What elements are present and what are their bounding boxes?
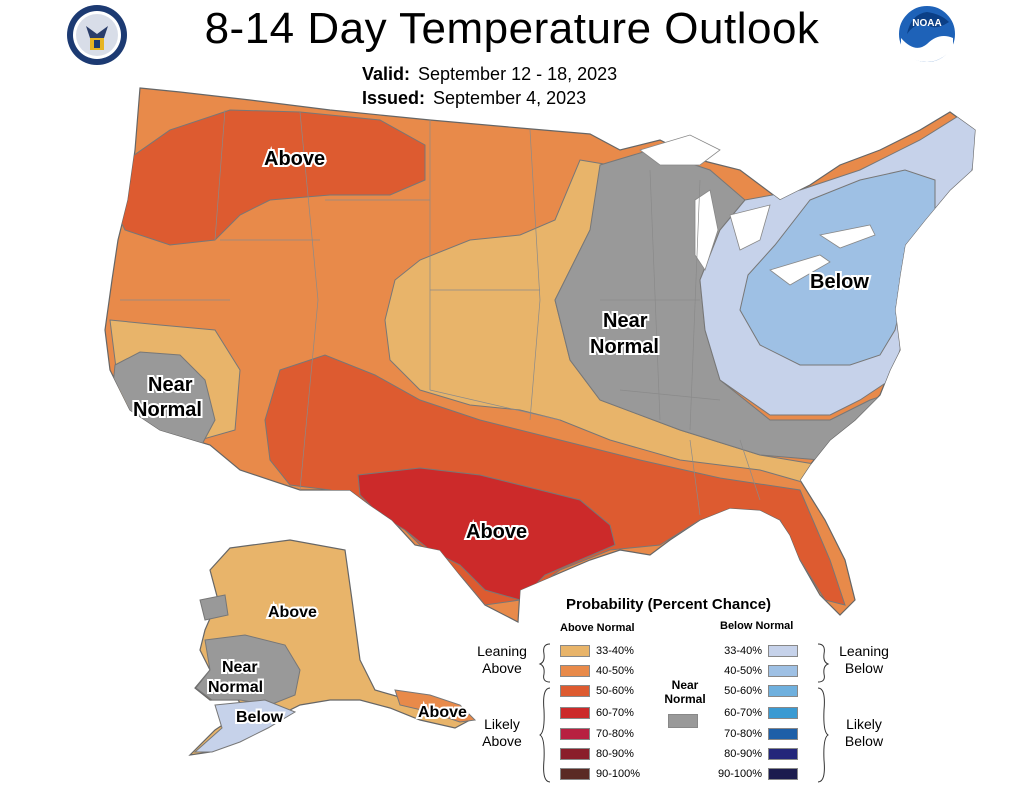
legend-near-normal-swatch [668,714,698,728]
legend-swatch [768,685,798,697]
legend-above-header: Above Normal [560,622,635,634]
legend-above-row: 40-50% [560,663,652,679]
legend-below-pct: 33-40% [724,645,762,657]
legend-above-pct: 70-80% [596,728,634,740]
great-lakes [639,134,876,286]
legend-above-row: 50-60% [560,683,652,699]
legend-above-row: 90-100% [560,766,652,782]
legend-swatch [560,728,590,740]
legend-below-row: 90-100% [712,766,798,782]
legend-below-row: 40-50% [712,663,798,679]
legend-near-normal-label: Near Normal [664,678,706,706]
legend-swatch [768,665,798,677]
issued-date: Issued: September 4, 2023 [362,88,586,109]
map-title: 8-14 Day Temperature Outlook [204,4,820,53]
legend-above-pct: 50-60% [596,685,634,697]
legend-swatch [560,707,590,719]
alaska-nw-gray [199,594,229,621]
legend-likely-below: Likely Below [844,716,884,749]
legend-above-row: 33-40% [560,643,652,659]
label-ak-normal: Normal [208,679,263,696]
legend-above-pct: 80-90% [596,748,634,760]
legend-above-pct: 60-70% [596,707,634,719]
label-mw-near: Near [603,310,648,332]
alaska-panhandle [394,689,477,723]
legend-below-row: 80-90% [712,746,798,762]
legend-swatch [768,645,798,657]
legend-swatch [768,707,798,719]
legend-swatch [768,728,798,740]
legend-swatch [768,748,798,760]
legend-below-pct: 90-100% [717,768,762,780]
legend-below-row: 33-40% [712,643,798,659]
legend-swatch [560,665,590,677]
region-above-50-60-nw [109,109,426,246]
legend-swatch [560,645,590,657]
legend-brace-below [817,643,830,783]
legend-below-pct: 40-50% [724,665,762,677]
label-ak-near: Near [222,659,258,676]
label-nw-above: Above [264,148,325,170]
issued-value: September 4, 2023 [433,88,587,108]
legend-above-pct: 90-100% [596,768,641,780]
legend-above-row: 60-70% [560,705,652,721]
legend-below-row: 50-60% [712,683,798,699]
legend-leaning-above: Leaning Above [477,643,527,676]
legend-title: Probability (Percent Chance) [566,596,772,613]
valid-dates: Valid: September 12 - 18, 2023 [362,64,617,85]
valid-value: September 12 - 18, 2023 [418,64,618,84]
label-tx-above: Above [466,521,527,543]
legend-below-header: Below Normal [720,620,794,632]
legend-swatch [560,748,590,760]
doc-seal-icon [67,5,127,65]
label-ak-se-above: Above [418,704,467,721]
legend-swatch [560,685,590,697]
svg-text:NOAA: NOAA [912,18,941,29]
legend-brace-above [538,643,551,783]
legend-below-pct: 80-90% [724,748,762,760]
legend-above-row: 80-90% [560,746,652,762]
legend-above-row: 70-80% [560,726,652,742]
legend-below-pct: 70-80% [724,728,762,740]
label-ne-below: Below [810,271,869,293]
label-ca-normal: Normal [133,399,202,421]
legend-above-pct: 40-50% [596,665,634,677]
legend-below-row: 70-80% [712,726,798,742]
legend-below-pct: 60-70% [724,707,762,719]
state-borders [120,109,761,516]
legend-likely-above: Likely Above [482,716,522,749]
label-mw-normal: Normal [590,336,659,358]
legend-below-row: 60-70% [712,705,798,721]
legend-swatch [560,768,590,780]
label-ak-above: Above [268,604,317,621]
legend-swatch [768,768,798,780]
alaska-below [193,699,297,753]
legend-leaning-below: Leaning Below [839,643,889,676]
region-below-40-50 [739,169,936,366]
issued-label: Issued: [362,88,426,108]
legend-above-pct: 33-40% [596,645,634,657]
valid-label: Valid: [362,64,411,84]
legend-below-pct: 50-60% [724,685,762,697]
region-above-60-70-tx [357,467,616,601]
label-ca-near: Near [148,374,193,396]
noaa-logo-icon: NOAA [897,4,957,64]
label-ak-below: Below [236,709,284,726]
